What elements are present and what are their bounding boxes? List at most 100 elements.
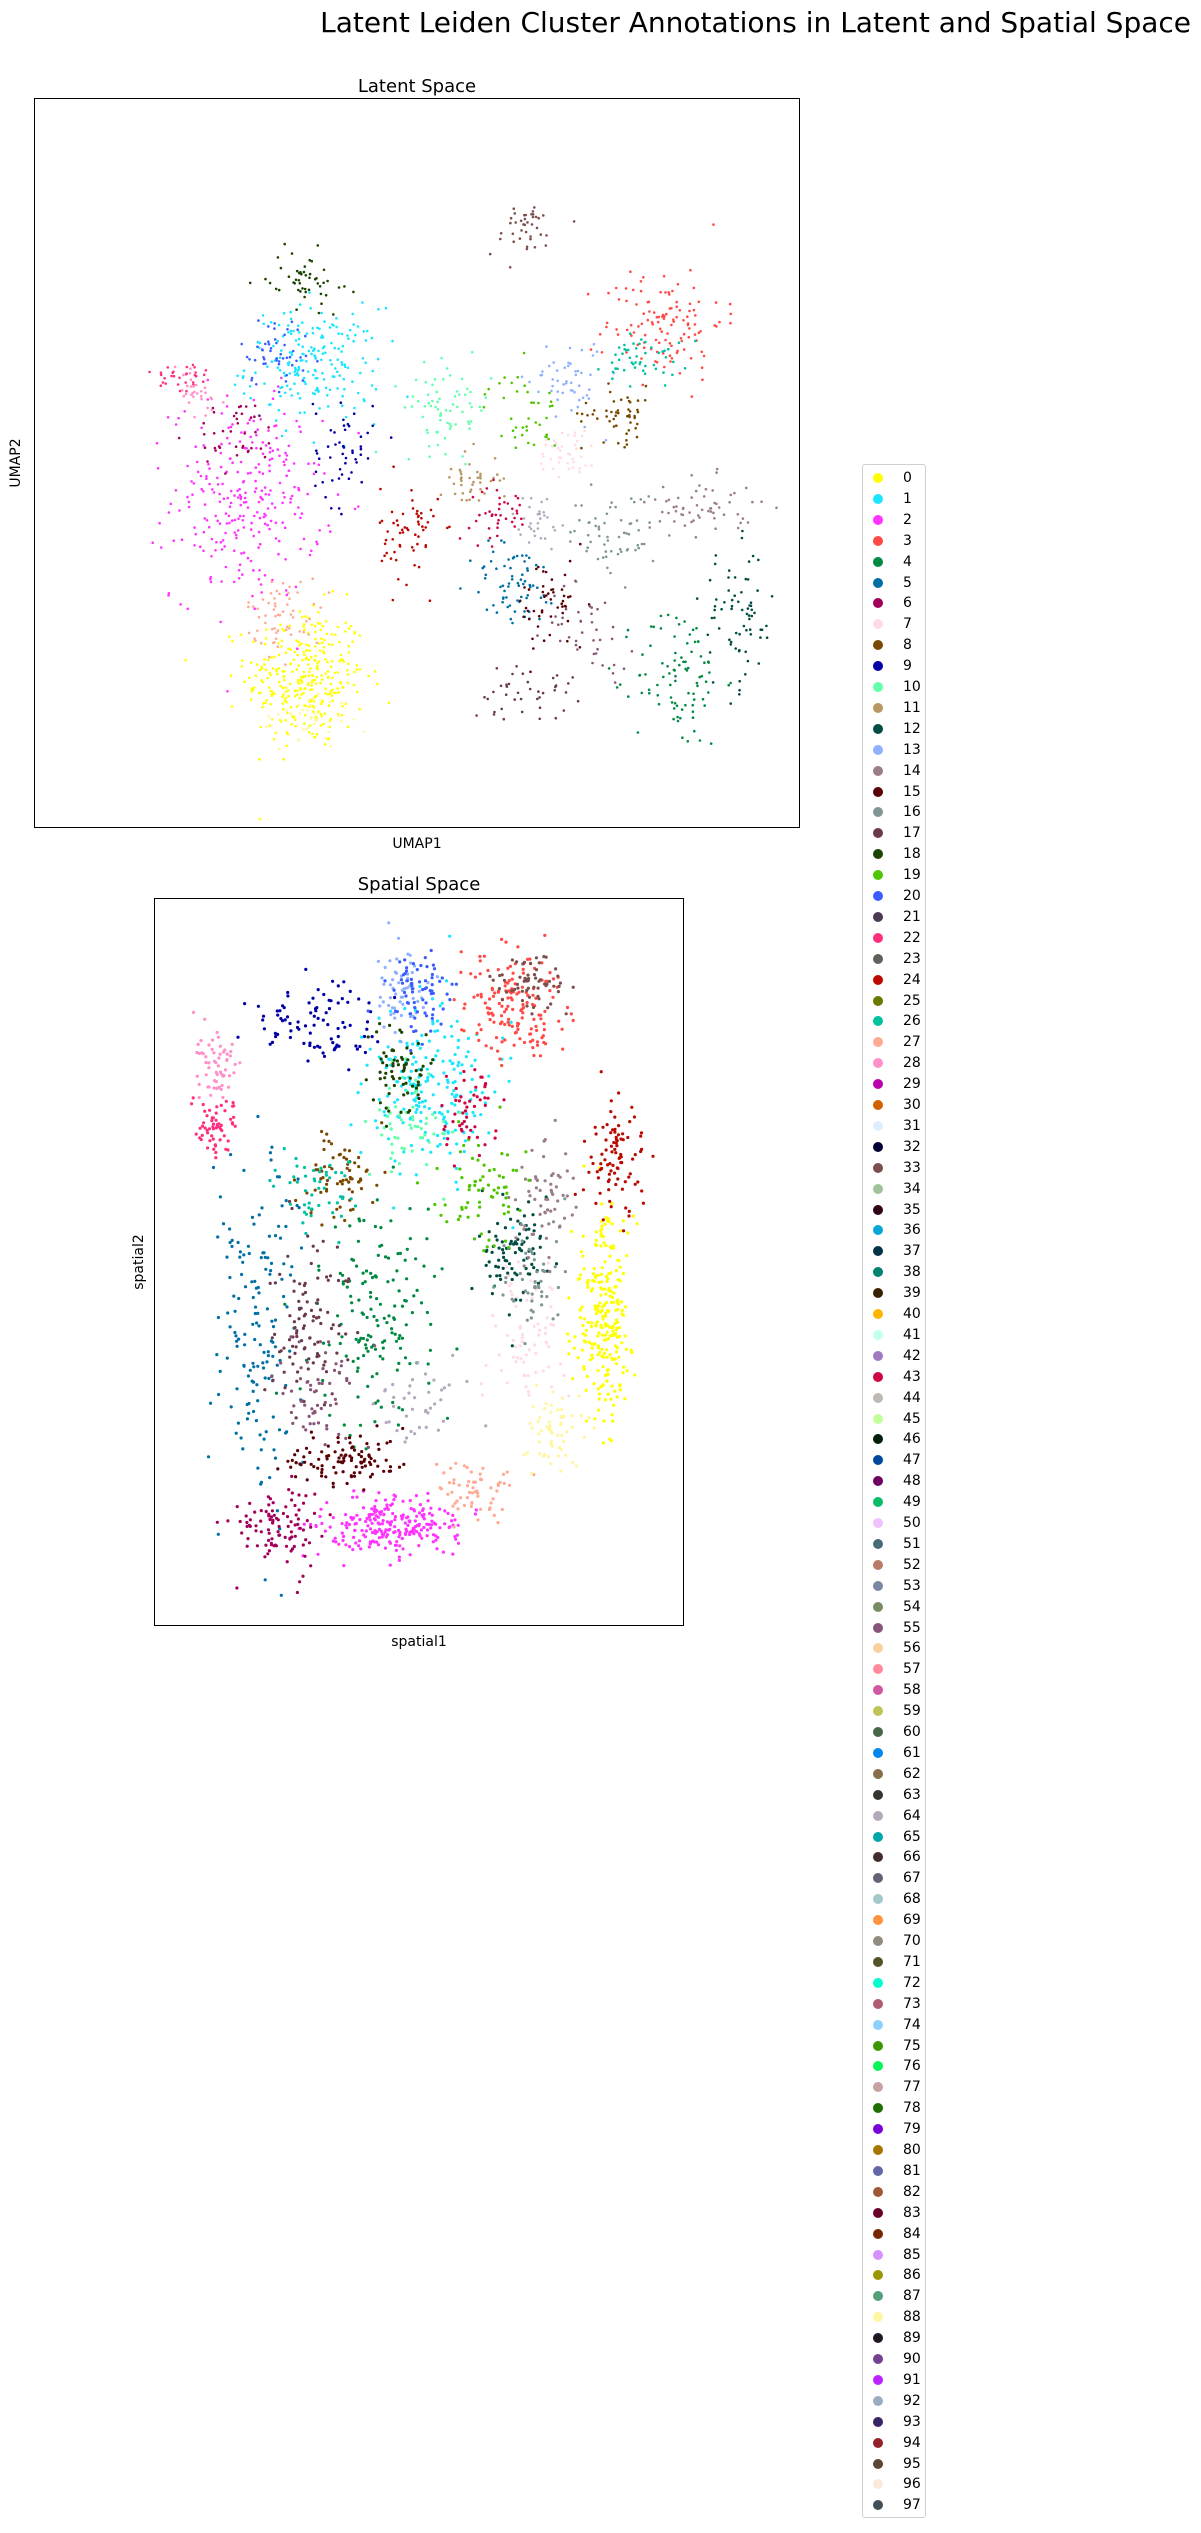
data-point (463, 450, 467, 453)
data-point (574, 373, 578, 377)
data-point (205, 519, 209, 522)
data-point (182, 394, 186, 398)
data-point (298, 630, 302, 633)
data-point (238, 440, 242, 443)
data-point (225, 1058, 229, 1062)
data-point (582, 1365, 586, 1369)
data-point (503, 501, 506, 504)
data-point (186, 495, 189, 499)
data-point (329, 359, 332, 362)
data-point (548, 633, 552, 637)
data-point (429, 1150, 433, 1154)
data-point (548, 405, 552, 408)
data-point (338, 1271, 342, 1275)
data-point (535, 1040, 540, 1044)
data-point (312, 710, 315, 713)
data-point (525, 429, 529, 432)
data-point (596, 1334, 600, 1338)
data-point (213, 1143, 217, 1147)
data-point (556, 990, 560, 994)
data-point (460, 1176, 464, 1180)
data-point (267, 1234, 271, 1238)
spatial-plot-area (154, 898, 684, 1626)
data-point (388, 983, 392, 987)
data-point (684, 703, 687, 707)
data-point (347, 1149, 352, 1153)
data-point (628, 1120, 632, 1124)
data-point (294, 1198, 298, 1203)
data-point (272, 1513, 276, 1517)
data-point (532, 1017, 536, 1021)
data-point (616, 1320, 620, 1324)
cluster-11-points (439, 442, 506, 502)
data-point (247, 1411, 251, 1415)
data-point (492, 1513, 496, 1517)
data-point (530, 1012, 534, 1016)
data-point (341, 1448, 345, 1452)
data-point (353, 1204, 358, 1208)
data-point (215, 1520, 219, 1524)
data-point (302, 670, 306, 674)
data-point (246, 1537, 250, 1541)
data-point (455, 1347, 459, 1351)
data-point (294, 1461, 298, 1465)
data-point (607, 1172, 611, 1176)
data-point (234, 533, 238, 537)
data-point (310, 1207, 314, 1211)
data-point (258, 414, 261, 418)
data-point (619, 1137, 623, 1141)
data-point (268, 450, 272, 454)
data-point (536, 586, 539, 589)
data-point (255, 446, 258, 450)
data-point (672, 717, 675, 721)
data-point (337, 691, 341, 694)
data-point (682, 506, 685, 510)
data-point (357, 1539, 362, 1543)
data-point (293, 1523, 297, 1527)
data-point (301, 1292, 305, 1296)
data-point (596, 1273, 600, 1277)
data-point (411, 507, 415, 510)
data-point (278, 368, 282, 372)
data-point (569, 1012, 573, 1016)
data-point (576, 369, 580, 373)
data-point (526, 973, 530, 977)
data-point (436, 443, 440, 447)
data-point (389, 1127, 393, 1131)
data-point (367, 1001, 371, 1005)
data-point (465, 1105, 469, 1109)
data-point (503, 1258, 507, 1263)
data-point (741, 529, 744, 533)
data-point (544, 1236, 548, 1240)
data-point (320, 311, 323, 315)
data-point (267, 1531, 271, 1535)
data-point (316, 389, 320, 392)
data-point (532, 647, 535, 650)
data-point (347, 337, 350, 340)
data-point (357, 1452, 361, 1457)
data-point (468, 402, 472, 405)
data-point (563, 1197, 567, 1201)
data-point (458, 537, 462, 540)
data-point (547, 1261, 551, 1265)
data-point (537, 961, 541, 965)
data-point (504, 940, 508, 944)
data-point (356, 1366, 360, 1370)
data-point (427, 1106, 431, 1111)
data-point (515, 1356, 520, 1360)
data-point (414, 1173, 418, 1177)
data-point (580, 412, 584, 416)
data-point (312, 1314, 316, 1319)
data-point (662, 371, 665, 374)
data-point (533, 246, 537, 249)
data-point (268, 1476, 272, 1480)
data-point (506, 1004, 510, 1008)
data-point (613, 1127, 617, 1131)
data-point (465, 1125, 469, 1129)
data-point (574, 1205, 578, 1209)
data-point (288, 682, 292, 686)
data-point (285, 1560, 289, 1564)
data-point (210, 1038, 215, 1042)
data-point (490, 545, 494, 548)
data-point (368, 1460, 372, 1464)
